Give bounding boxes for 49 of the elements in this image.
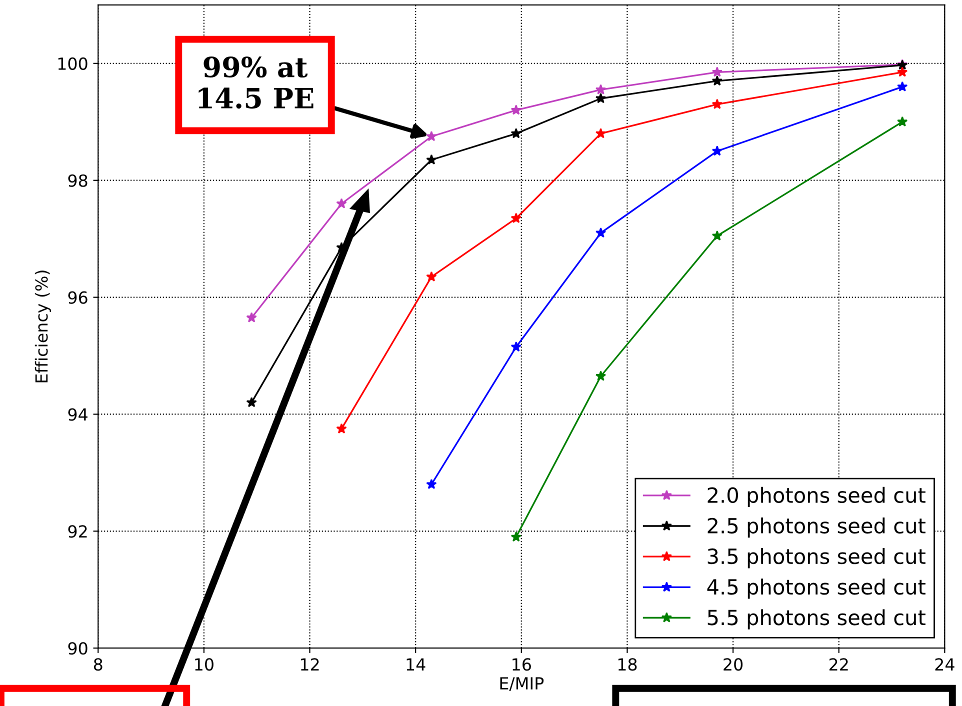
y-tick-label: 98 bbox=[68, 174, 88, 187]
point bbox=[897, 116, 908, 127]
legend-label: 5.5 photons seed cut bbox=[708, 609, 926, 630]
legend-label: 3.5 photons seed cut bbox=[708, 548, 926, 568]
point bbox=[510, 104, 522, 115]
point bbox=[897, 81, 908, 92]
point bbox=[510, 531, 522, 542]
point bbox=[336, 198, 347, 208]
point bbox=[595, 128, 606, 138]
legend-label: 2.5 photons seed cut bbox=[708, 517, 926, 538]
legend-label: 2.0 photons seed cut bbox=[708, 486, 926, 508]
annotation: 99% at 14.5 PE bbox=[198, 56, 314, 109]
x-tick-label: 24 bbox=[935, 658, 954, 670]
point bbox=[595, 84, 606, 94]
point bbox=[510, 341, 522, 352]
legend-label: 4.5 photons seed cut bbox=[707, 578, 926, 599]
x-tick-label: 16 bbox=[512, 658, 531, 671]
point bbox=[712, 230, 722, 241]
y-axis-title: Efficiency (%) bbox=[34, 270, 52, 382]
y-tick-label: 92 bbox=[68, 525, 87, 538]
point bbox=[712, 146, 722, 156]
point bbox=[426, 130, 437, 142]
point bbox=[510, 212, 522, 223]
y-tick-label: 96 bbox=[68, 291, 88, 304]
y-tick-label: 94 bbox=[68, 408, 88, 421]
point bbox=[595, 370, 606, 381]
point bbox=[426, 154, 437, 165]
point bbox=[510, 128, 522, 138]
point bbox=[712, 66, 722, 77]
point bbox=[246, 312, 257, 322]
point bbox=[595, 92, 606, 104]
point bbox=[246, 396, 257, 408]
point bbox=[712, 75, 722, 86]
x-tick-label: 12 bbox=[300, 658, 319, 670]
point bbox=[897, 66, 908, 77]
x-tick-label: 20 bbox=[724, 658, 743, 671]
x-tick-label: 14 bbox=[406, 658, 426, 670]
point bbox=[426, 271, 437, 282]
x-tick-label: 22 bbox=[829, 658, 848, 670]
y-tick-label: 90 bbox=[68, 642, 88, 655]
x-tick-label: 10 bbox=[195, 658, 214, 671]
point bbox=[426, 478, 437, 490]
x-tick-label: 18 bbox=[618, 658, 637, 671]
point bbox=[336, 423, 347, 434]
point bbox=[595, 227, 606, 238]
y-tick-label: 100 bbox=[58, 57, 88, 70]
point bbox=[712, 98, 722, 109]
x-axis-title: E/MIP bbox=[500, 677, 544, 691]
x-tick-label: 8 bbox=[94, 658, 102, 671]
